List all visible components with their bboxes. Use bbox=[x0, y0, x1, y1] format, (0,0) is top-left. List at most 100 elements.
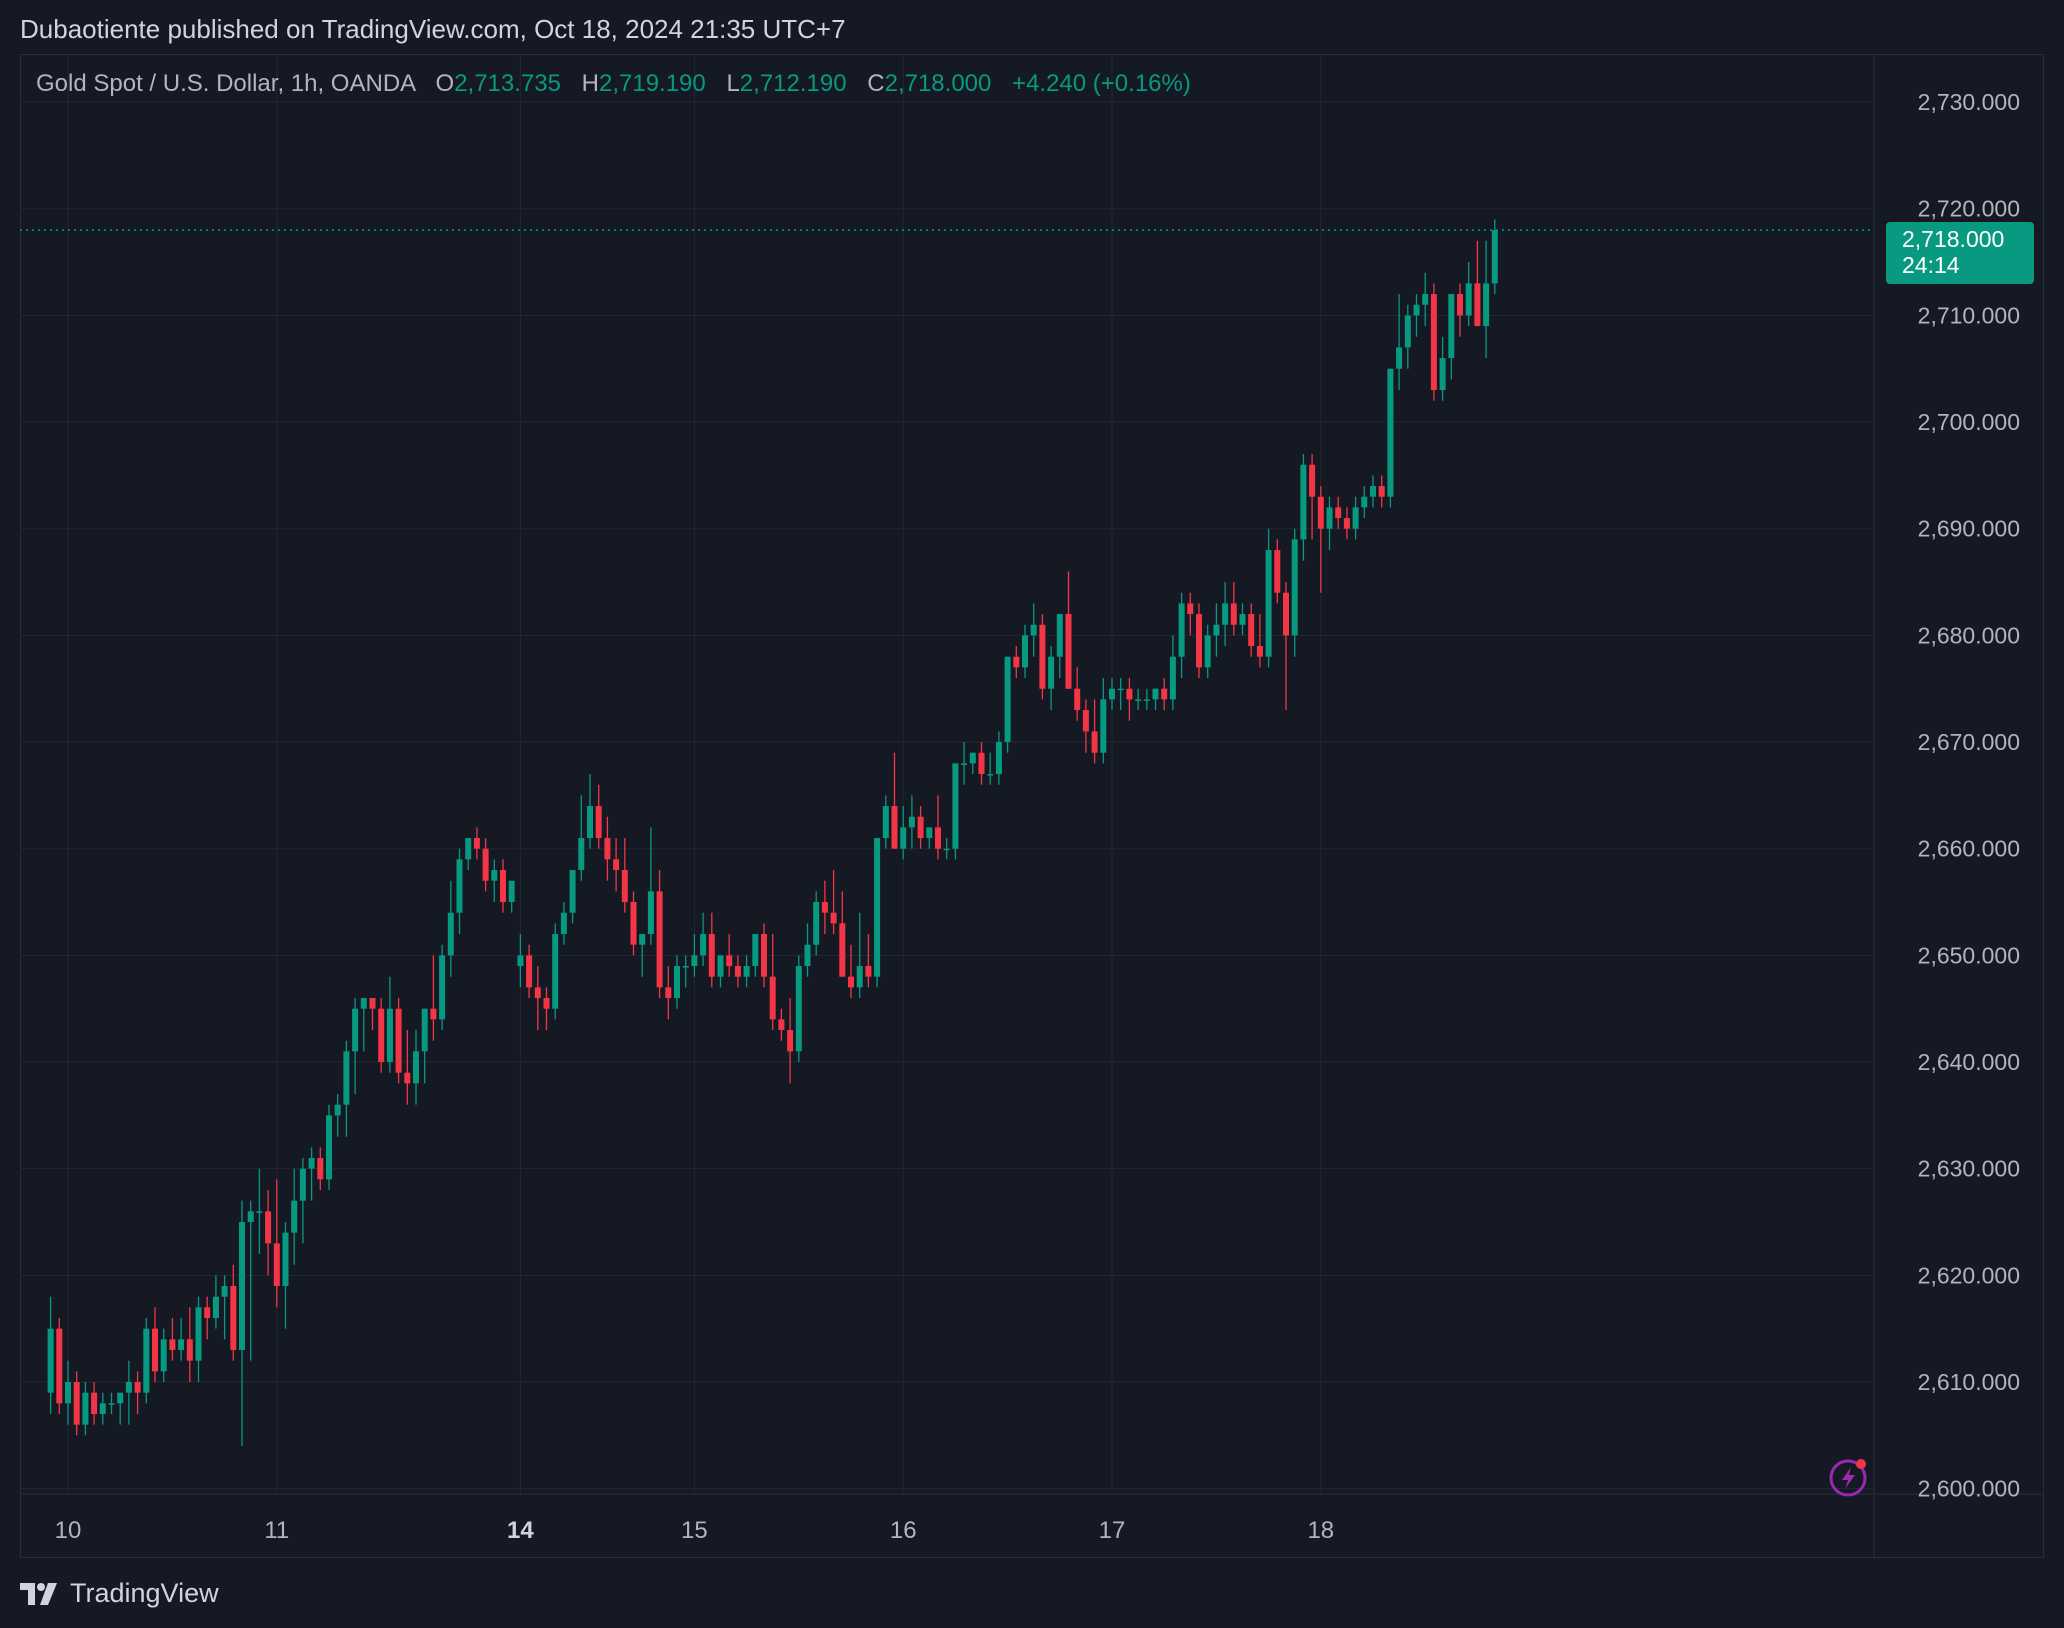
candle-body-up bbox=[413, 1051, 419, 1084]
candle-body-up bbox=[1361, 496, 1368, 508]
y-tick-label: 2,640.000 bbox=[1918, 1049, 2020, 1075]
y-tick-label: 2,600.000 bbox=[1918, 1476, 2020, 1502]
candle-body-down bbox=[1126, 688, 1133, 700]
candle-body-down bbox=[621, 870, 628, 903]
candle-body-down bbox=[169, 1339, 176, 1351]
candle-body-up bbox=[439, 955, 446, 1020]
y-tick-label: 2,630.000 bbox=[1918, 1156, 2020, 1182]
candle-body-up bbox=[1422, 294, 1429, 305]
candle-body-up bbox=[682, 966, 689, 968]
current-price-value: 2,718.000 bbox=[1902, 226, 2005, 252]
candle-body-down bbox=[787, 1030, 794, 1052]
candle-body-down bbox=[56, 1328, 63, 1404]
current-price-tag: 2,718.000 24:14 bbox=[1886, 222, 2034, 284]
candle-body-down bbox=[734, 966, 741, 977]
candle-body-up bbox=[926, 827, 933, 839]
candle-body-up bbox=[1117, 688, 1124, 691]
candle-body-down bbox=[708, 934, 715, 977]
chart-area[interactable]: 2,730.000 2,720.000 2,710.000 2,700.000 2,69… bbox=[20, 54, 2044, 1558]
candle-body-up bbox=[639, 934, 646, 945]
y-tick-label: 2,670.000 bbox=[1918, 729, 2020, 755]
candle-body-down bbox=[265, 1211, 272, 1244]
candle-body-down bbox=[1196, 614, 1202, 668]
candle-body-down bbox=[769, 976, 776, 1020]
candle-body-down bbox=[848, 976, 854, 988]
candle-body-down bbox=[1274, 550, 1281, 593]
candle-body-up bbox=[117, 1392, 124, 1404]
x-tick-label: 18 bbox=[1307, 1517, 1334, 1544]
legend-high-value: 2,719.190 bbox=[598, 70, 706, 97]
candle-body-up bbox=[1004, 656, 1011, 743]
candle-body-up bbox=[560, 912, 567, 935]
candle-body-up bbox=[952, 763, 959, 849]
candle-body-down bbox=[935, 827, 941, 849]
candle-body-up bbox=[1326, 507, 1333, 529]
candle-body-up bbox=[491, 870, 498, 881]
candle-body-down bbox=[1065, 614, 1072, 689]
candle-body-up bbox=[578, 838, 585, 871]
candle-body-up bbox=[804, 944, 811, 967]
candle-body-up bbox=[1222, 603, 1229, 625]
legend-low-value: 2,712.190 bbox=[739, 70, 847, 97]
candle-body-up bbox=[943, 848, 950, 851]
candle-body-up bbox=[1404, 315, 1411, 348]
candle-body-down bbox=[839, 923, 846, 977]
published-byline: Dubaotiente published on TradingView.com… bbox=[20, 14, 846, 44]
candle-body-down bbox=[134, 1382, 141, 1393]
x-tick-label: 16 bbox=[890, 1517, 917, 1544]
candle-body-down bbox=[1335, 507, 1342, 519]
x-tick-label: 11 bbox=[264, 1517, 289, 1544]
candle-body-down bbox=[1248, 614, 1255, 647]
candle-body-up bbox=[1048, 656, 1055, 689]
brand[interactable]: TradingView bbox=[20, 1578, 219, 1609]
candle-body-down bbox=[91, 1392, 98, 1415]
y-tick-label: 2,720.000 bbox=[1918, 196, 2020, 222]
candle-body-up bbox=[47, 1328, 54, 1393]
candle-body-up bbox=[447, 912, 454, 956]
candle-body-up bbox=[1030, 624, 1037, 636]
candle-body-down bbox=[1317, 496, 1324, 529]
candle-body-up bbox=[239, 1222, 245, 1351]
bar-countdown: 24:14 bbox=[1902, 252, 1960, 278]
y-tick-label: 2,610.000 bbox=[1918, 1369, 2020, 1395]
candle-body-up bbox=[908, 816, 915, 828]
candle-body-down bbox=[526, 955, 533, 988]
legend-symbol: Gold Spot / U.S. Dollar, 1h, OANDA bbox=[36, 70, 415, 97]
legend-close-label: C bbox=[867, 70, 885, 97]
candle-body-up bbox=[874, 838, 881, 977]
y-tick-label: 2,660.000 bbox=[1918, 836, 2020, 862]
candle-body-down bbox=[1283, 592, 1289, 636]
candle-body-up bbox=[1465, 283, 1472, 316]
candle-body-down bbox=[369, 998, 376, 1009]
candle-body-up bbox=[195, 1307, 202, 1361]
candle-body-down bbox=[1039, 624, 1046, 689]
candle-body-down bbox=[534, 987, 541, 999]
candle-body-up bbox=[552, 934, 559, 1009]
candle-body-up bbox=[517, 955, 524, 967]
candle-body-up bbox=[995, 742, 1002, 775]
candle-body-up bbox=[647, 891, 654, 935]
candlestick-chart[interactable]: 2,730.000 2,720.000 2,710.000 2,700.000 2,69… bbox=[20, 54, 2044, 1558]
candle-body-up bbox=[1491, 230, 1498, 284]
symbol-legend: Gold Spot / U.S. Dollar, 1h, OANDA O2,71… bbox=[36, 70, 1191, 98]
candle-body-up bbox=[987, 774, 994, 776]
candle-body-up bbox=[1143, 699, 1150, 701]
candle-body-down bbox=[430, 1008, 437, 1020]
legend-change: +4.240 (+0.16%) bbox=[1012, 70, 1191, 97]
candle-body-up bbox=[1152, 688, 1159, 700]
x-tick-label: 10 bbox=[55, 1517, 82, 1544]
candle-body-up bbox=[1056, 614, 1063, 657]
y-tick-label: 2,690.000 bbox=[1918, 516, 2020, 542]
flash-icon[interactable] bbox=[1828, 1456, 1870, 1498]
candle-body-up bbox=[752, 934, 759, 967]
candle-body-up bbox=[1439, 358, 1446, 391]
candle-body-down bbox=[1074, 688, 1081, 711]
candle-body-up bbox=[247, 1211, 254, 1223]
candle-body-up bbox=[282, 1232, 289, 1287]
candle-body-down bbox=[1430, 294, 1437, 391]
candle-body-up bbox=[1109, 688, 1115, 700]
candle-body-up bbox=[1022, 635, 1028, 668]
candle-body-up bbox=[99, 1403, 106, 1415]
candle-body-down bbox=[204, 1307, 211, 1319]
candle-body-down bbox=[726, 955, 733, 967]
